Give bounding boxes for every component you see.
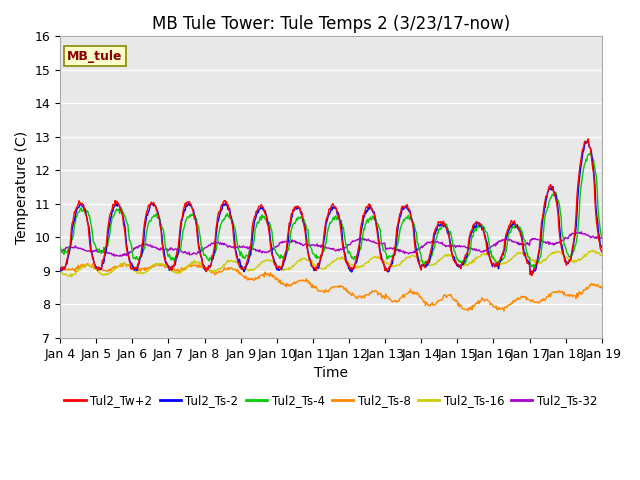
Legend: Tul2_Tw+2, Tul2_Ts-2, Tul2_Ts-4, Tul2_Ts-8, Tul2_Ts-16, Tul2_Ts-32: Tul2_Tw+2, Tul2_Ts-2, Tul2_Ts-4, Tul2_Ts… [60, 389, 602, 412]
Title: MB Tule Tower: Tule Temps 2 (3/23/17-now): MB Tule Tower: Tule Temps 2 (3/23/17-now… [152, 15, 510, 33]
X-axis label: Time: Time [314, 366, 348, 380]
Y-axis label: Temperature (C): Temperature (C) [15, 131, 29, 243]
Text: MB_tule: MB_tule [67, 49, 123, 62]
